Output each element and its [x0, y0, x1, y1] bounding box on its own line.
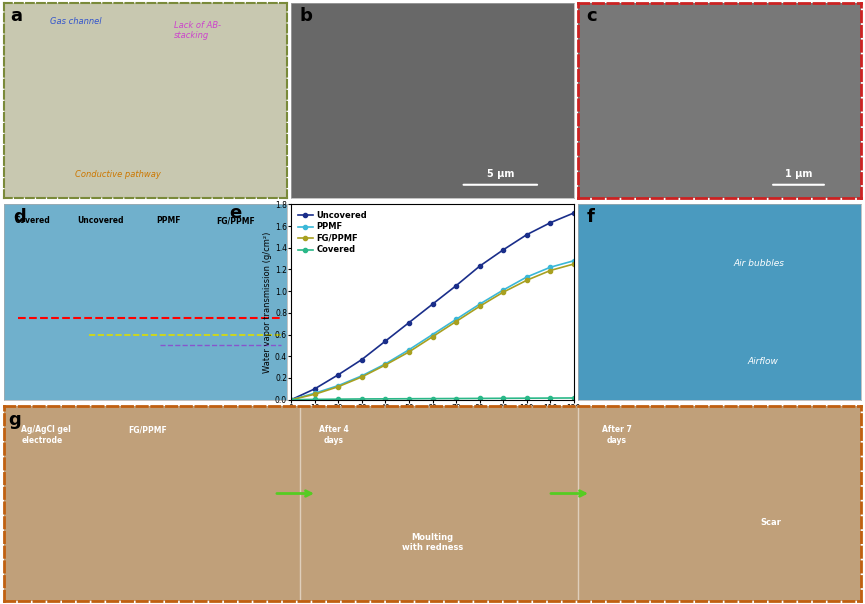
Text: f: f	[586, 208, 594, 226]
Covered	[404, 395, 414, 402]
Line: FG/PPMF: FG/PPMF	[289, 262, 576, 402]
FG/PPMF	[356, 373, 367, 381]
Uncovered	[356, 356, 367, 363]
Line: Covered: Covered	[289, 396, 576, 402]
Legend: Uncovered, PPMF, FG/PPMF, Covered: Uncovered, PPMF, FG/PPMF, Covered	[295, 208, 369, 257]
FG/PPMF	[404, 349, 414, 356]
Text: e: e	[229, 204, 241, 222]
Covered	[381, 395, 391, 402]
Text: PPMF: PPMF	[156, 216, 181, 225]
Uncovered	[286, 396, 297, 403]
Text: b: b	[299, 7, 312, 25]
Text: Uncovered: Uncovered	[77, 216, 124, 225]
FG/PPMF	[522, 277, 532, 284]
FG/PPMF	[451, 318, 461, 325]
Text: Gas channel: Gas channel	[49, 17, 101, 26]
PPMF	[356, 372, 367, 379]
FG/PPMF	[498, 289, 509, 296]
Covered	[545, 394, 555, 402]
Uncovered	[498, 246, 509, 254]
Text: After 4
days: After 4 days	[319, 425, 349, 445]
Covered	[568, 394, 579, 402]
PPMF	[427, 331, 438, 338]
FG/PPMF	[427, 333, 438, 341]
FG/PPMF	[474, 303, 484, 310]
FG/PPMF	[333, 383, 343, 390]
Text: Moulting
with redness: Moulting with redness	[402, 533, 463, 552]
PPMF	[568, 257, 579, 265]
PPMF	[286, 396, 297, 403]
PPMF	[404, 346, 414, 353]
Uncovered	[404, 319, 414, 326]
PPMF	[451, 316, 461, 323]
PPMF	[333, 382, 343, 389]
PPMF	[474, 301, 484, 308]
Uncovered	[451, 282, 461, 289]
FG/PPMF	[381, 361, 391, 368]
PPMF	[310, 390, 320, 397]
Covered	[286, 396, 297, 403]
Uncovered	[568, 210, 579, 217]
PPMF	[545, 263, 555, 271]
Covered	[498, 394, 509, 402]
Text: c: c	[586, 7, 597, 25]
Text: FG/PPMF: FG/PPMF	[129, 425, 167, 434]
Covered	[451, 395, 461, 402]
PPMF	[522, 274, 532, 281]
FG/PPMF	[568, 260, 579, 268]
Text: Covered: Covered	[15, 216, 50, 225]
Text: d: d	[13, 208, 26, 226]
Uncovered	[522, 231, 532, 239]
Covered	[356, 396, 367, 403]
Covered	[522, 394, 532, 402]
Uncovered	[381, 338, 391, 345]
FG/PPMF	[545, 267, 555, 274]
Text: Ag/AgCl gel
electrode: Ag/AgCl gel electrode	[22, 425, 71, 445]
Text: Airflow: Airflow	[747, 357, 778, 365]
Uncovered	[310, 385, 320, 393]
Text: a: a	[10, 7, 22, 25]
Text: 1 μm: 1 μm	[785, 169, 812, 179]
Line: PPMF: PPMF	[289, 259, 576, 402]
Uncovered	[427, 301, 438, 308]
Text: Lack of AB-
stacking: Lack of AB- stacking	[174, 21, 221, 40]
Covered	[310, 396, 320, 403]
Uncovered	[545, 219, 555, 226]
Text: After 7
days: After 7 days	[602, 425, 631, 445]
Text: Conductive pathway: Conductive pathway	[75, 170, 161, 179]
Covered	[474, 395, 484, 402]
FG/PPMF	[286, 396, 297, 403]
PPMF	[381, 360, 391, 367]
PPMF	[498, 286, 509, 294]
Text: Air bubbles: Air bubbles	[734, 259, 785, 268]
Covered	[333, 396, 343, 403]
Y-axis label: Water vapor transmission (g/cm²): Water vapor transmission (g/cm²)	[263, 231, 272, 373]
Text: g: g	[9, 411, 22, 429]
Uncovered	[333, 371, 343, 378]
Text: FG/PPMF: FG/PPMF	[217, 216, 255, 225]
Line: Uncovered: Uncovered	[289, 211, 576, 402]
FG/PPMF	[310, 391, 320, 398]
Text: Scar: Scar	[760, 518, 781, 527]
X-axis label: Time (h): Time (h)	[412, 416, 453, 426]
Uncovered	[474, 263, 484, 270]
Text: 5 μm: 5 μm	[487, 169, 514, 179]
Covered	[427, 395, 438, 402]
